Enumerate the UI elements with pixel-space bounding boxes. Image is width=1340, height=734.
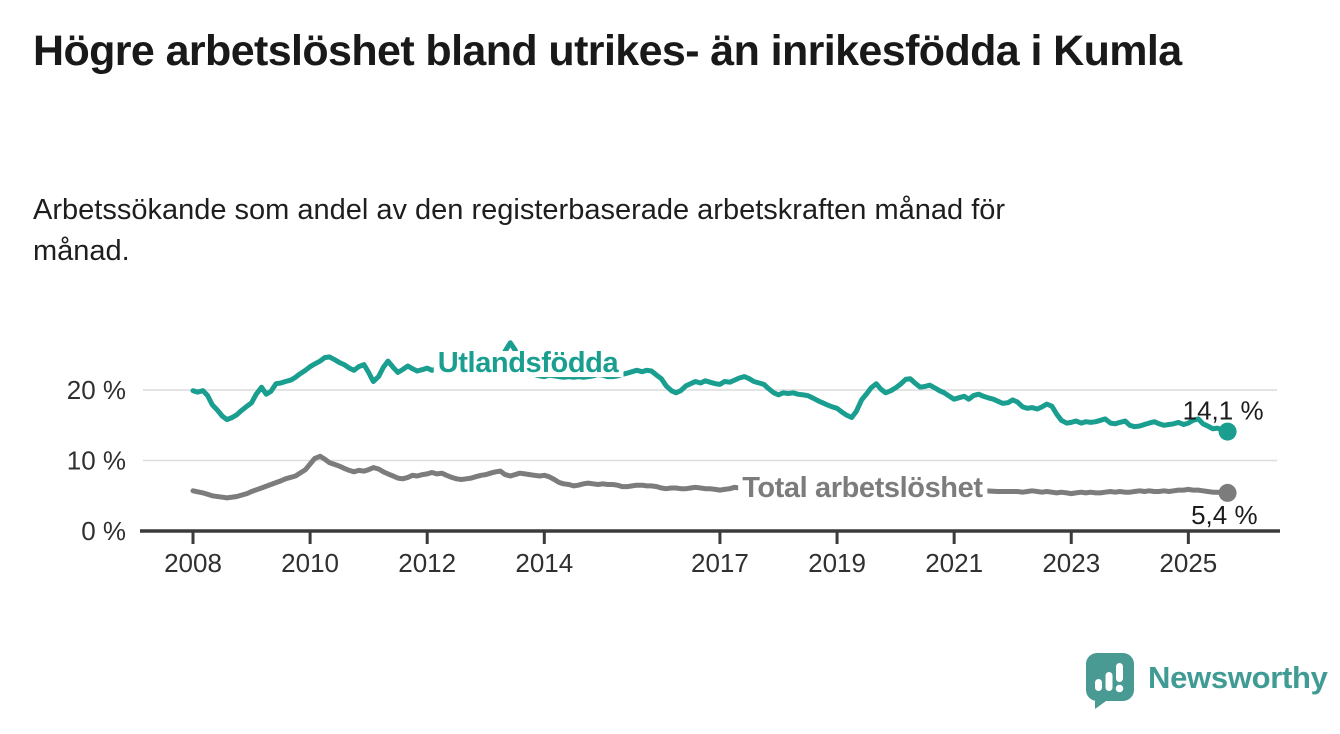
- x-tick-label-2010: 2010: [281, 548, 339, 578]
- newsworthy-speech-bubble-icon: [1086, 653, 1134, 709]
- x-tick-label-2021: 2021: [925, 548, 983, 578]
- x-tick-label-2019: 2019: [808, 548, 866, 578]
- series-label-bg: [738, 476, 988, 503]
- y-tick-label-20: 20 %: [67, 375, 126, 405]
- page-subtitle: Arbetssökande som andel av den registerb…: [33, 194, 1006, 267]
- newsworthy-wordmark: Newsworthy: [1148, 659, 1328, 695]
- page-title: Högre arbetslöshet bland utrikes- än inr…: [33, 27, 1182, 75]
- exclamation-bar: [1116, 663, 1123, 682]
- series-label-total-arbetsloshet: Total arbetslöshet: [742, 472, 983, 504]
- line-chart: 0 % 10 % 20 % Utlandsfödda Total arbetslöshe…: [67, 340, 1280, 578]
- x-tick-label-2014: 2014: [515, 548, 573, 578]
- x-tick-label-2023: 2023: [1042, 548, 1100, 578]
- newsworthy-logo: Newsworthy: [1085, 652, 1328, 710]
- series-end-dot-total-arbetsloshet: [1218, 483, 1237, 502]
- series-end-dot-utlandsfodda: [1218, 422, 1237, 441]
- y-tick-label-10: 10 %: [67, 446, 126, 476]
- x-tick-label-2012: 2012: [398, 548, 456, 578]
- series-label-utlandsfodda: Utlandsfödda: [438, 347, 620, 379]
- x-tick-label-2008: 2008: [164, 548, 222, 578]
- exclamation-dot: [1115, 684, 1124, 693]
- bar-chart-bar-medium: [1105, 672, 1113, 691]
- series-line-total-arbetsloshet: [190, 453, 1231, 501]
- series-end-value-utlandsfodda: 14,1 %: [1183, 396, 1264, 426]
- speech-bubble-tail: [1095, 692, 1113, 709]
- x-tick-label-2017: 2017: [691, 548, 749, 578]
- series-line-utlandsfodda: [190, 340, 1231, 435]
- y-tick-label-0: 0 %: [81, 516, 126, 546]
- series-end-value-total-arbetsloshet: 5,4 %: [1191, 500, 1258, 530]
- series-label-bg: [433, 351, 624, 378]
- x-tick-label-2025: 2025: [1159, 548, 1217, 578]
- bar-chart-bar-small: [1095, 679, 1102, 691]
